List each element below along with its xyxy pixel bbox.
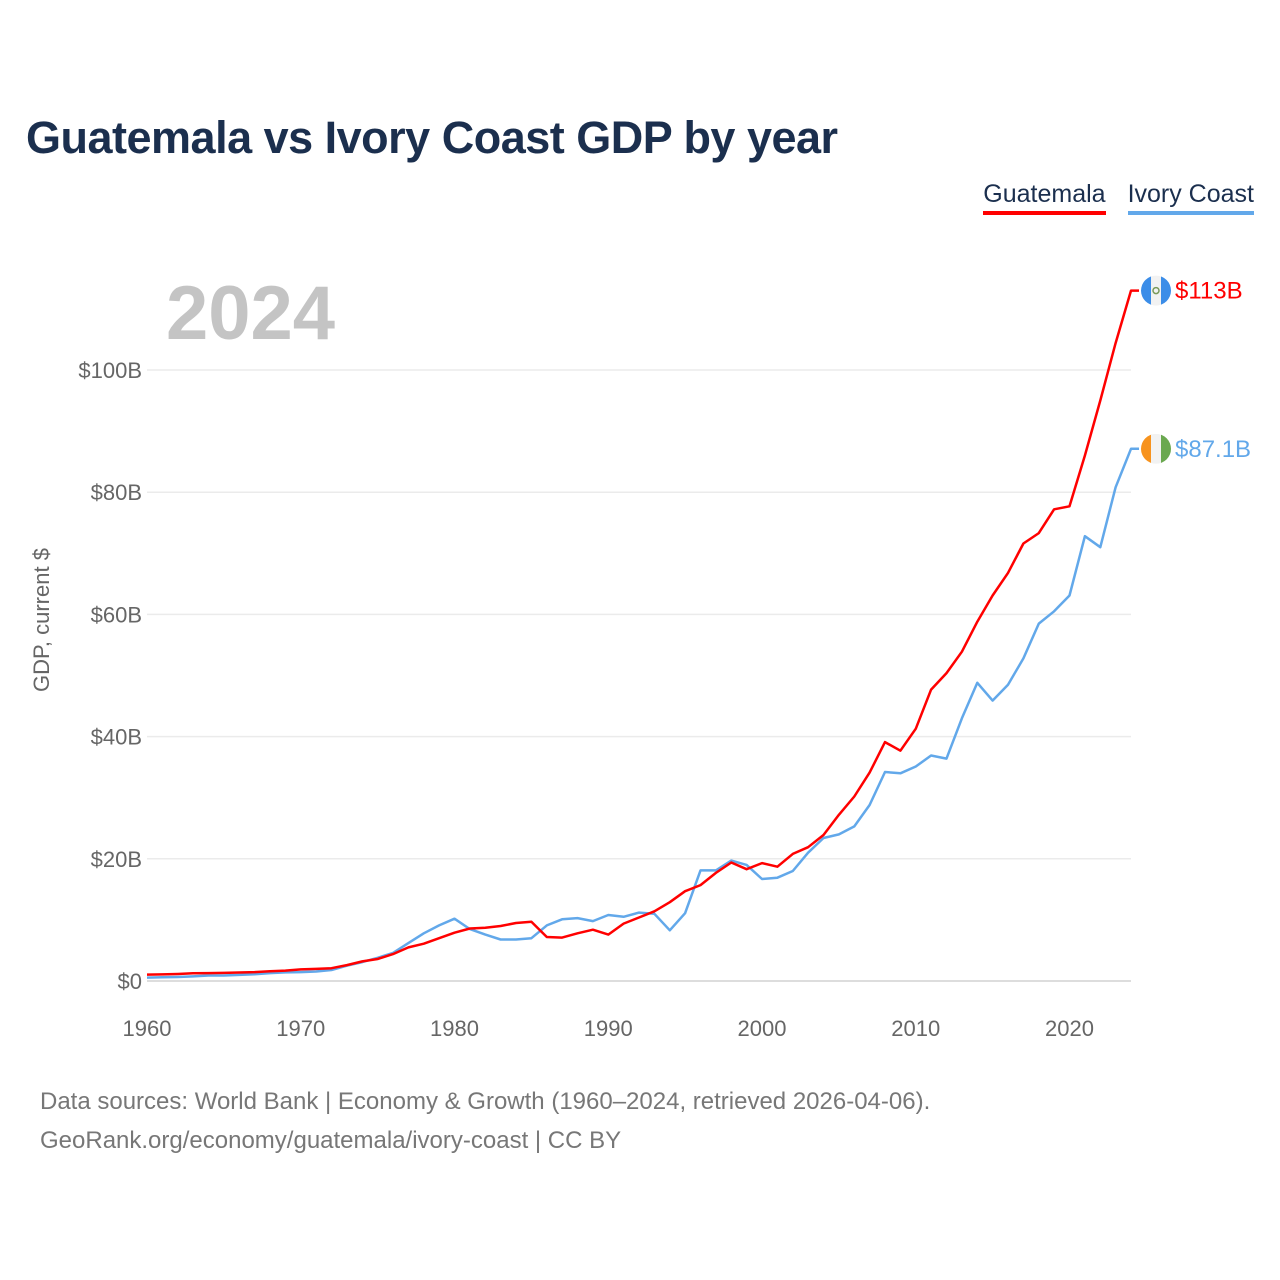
footer: Data sources: World Bank | Economy & Gro… [40,1082,930,1160]
y-tick-label: $80B [91,480,142,505]
x-tick-label: 1970 [276,1016,325,1041]
end-value-label: $87.1B [1175,436,1251,463]
guatemala-flag-icon [1141,275,1171,306]
source-link[interactable]: GeoRank.org/economy/guatemala/ivory-coas… [40,1127,622,1154]
legend-item-guatemala[interactable]: Guatemala [983,180,1106,215]
legend-item-ivory-coast[interactable]: Ivory Coast [1127,180,1254,215]
series-line-ivory-coast [146,447,1139,979]
x-tick-label: 1960 [123,1016,172,1041]
data-source-text: Data sources: World Bank | Economy & Gro… [40,1088,931,1115]
legend: Guatemala Ivory Coast [983,180,1254,215]
y-tick-label: $0 [118,969,142,994]
x-tick-label: 2020 [1045,1016,1094,1041]
series-line-guatemala [146,289,1139,976]
current-year-label: 2024 [166,271,336,356]
y-tick-label: $40B [91,725,142,750]
end-value-label: $113B [1175,278,1243,305]
y-tick-label: $20B [91,847,142,872]
y-tick-label: $100B [78,358,142,383]
chart-title: Guatemala vs Ivory Coast GDP by year [26,112,838,163]
x-tick-label: 1980 [430,1016,479,1041]
y-tick-label: $60B [91,602,142,627]
x-tick-label: 2010 [891,1016,940,1041]
x-tick-label: 1990 [584,1016,633,1041]
x-tick-label: 2000 [738,1016,787,1041]
ivory-coast-flag-icon [1141,433,1171,464]
